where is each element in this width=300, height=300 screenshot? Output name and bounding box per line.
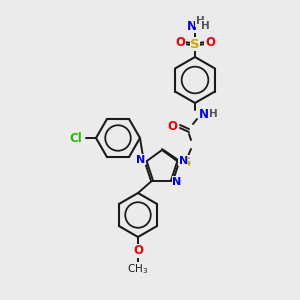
Text: O: O xyxy=(175,37,185,50)
Text: O: O xyxy=(133,244,143,257)
Text: Cl: Cl xyxy=(70,131,83,145)
Text: S: S xyxy=(190,38,200,50)
Text: O: O xyxy=(167,121,177,134)
Text: CH$_3$: CH$_3$ xyxy=(128,262,148,276)
Text: S: S xyxy=(182,155,192,169)
Text: H: H xyxy=(201,21,209,31)
Text: N: N xyxy=(199,107,209,121)
Text: H: H xyxy=(196,16,204,26)
Text: N: N xyxy=(187,20,197,32)
Text: N: N xyxy=(172,177,182,187)
Text: O: O xyxy=(205,37,215,50)
Text: H: H xyxy=(208,109,217,119)
Text: N: N xyxy=(136,155,146,165)
Text: N: N xyxy=(178,156,188,166)
